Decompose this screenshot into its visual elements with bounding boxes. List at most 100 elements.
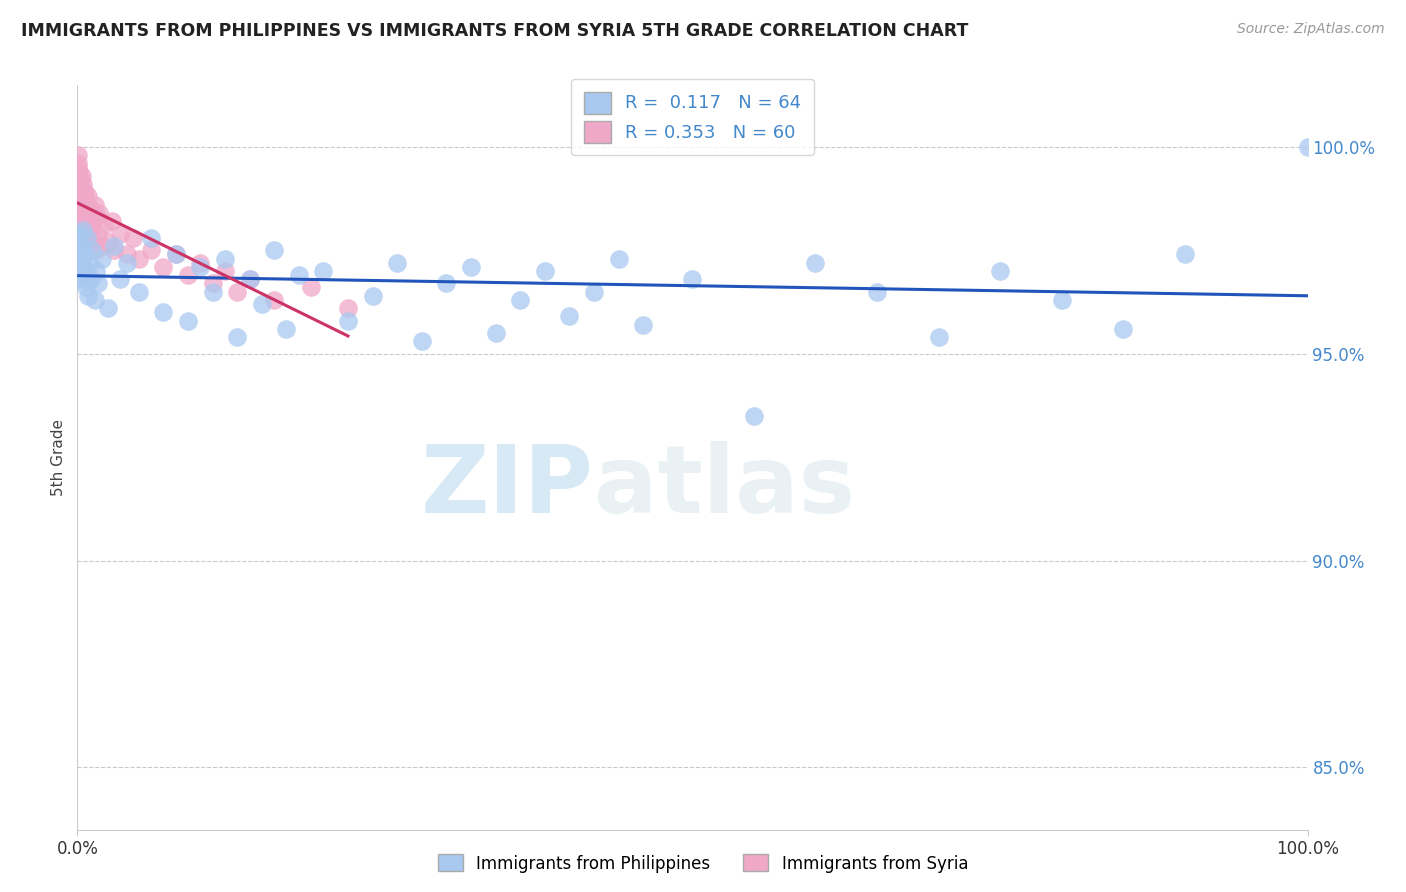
Point	[83, 293, 105, 307]
Point	[69, 173, 91, 187]
Point	[67, 231, 90, 245]
Point	[361, 289, 384, 303]
Point	[115, 247, 138, 261]
Legend: Immigrants from Philippines, Immigrants from Syria: Immigrants from Philippines, Immigrants …	[432, 847, 974, 880]
Point	[75, 219, 97, 233]
Point	[250, 297, 273, 311]
Point	[67, 181, 90, 195]
Point	[90, 252, 114, 266]
Point	[79, 255, 101, 269]
Point	[988, 264, 1011, 278]
Point	[70, 252, 93, 266]
Point	[67, 173, 90, 187]
Text: IMMIGRANTS FROM PHILIPPINES VS IMMIGRANTS FROM SYRIA 5TH GRADE CORRELATION CHART: IMMIGRANTS FROM PHILIPPINES VS IMMIGRANT…	[21, 22, 969, 40]
Point	[436, 277, 458, 291]
Point	[1050, 293, 1073, 307]
Point	[742, 409, 765, 423]
Point	[312, 264, 335, 278]
Point	[70, 169, 93, 183]
Point	[76, 231, 98, 245]
Point	[69, 255, 91, 269]
Point	[72, 222, 94, 236]
Point	[87, 227, 110, 241]
Point	[70, 239, 93, 253]
Point	[239, 272, 262, 286]
Point	[70, 272, 93, 286]
Point	[84, 264, 107, 278]
Point	[337, 301, 360, 316]
Point	[177, 268, 200, 282]
Point	[75, 264, 97, 278]
Point	[607, 252, 630, 266]
Point	[66, 148, 89, 162]
Point	[79, 222, 101, 236]
Text: Source: ZipAtlas.com: Source: ZipAtlas.com	[1237, 22, 1385, 37]
Point	[110, 272, 132, 286]
Point	[87, 277, 110, 291]
Point	[72, 202, 94, 216]
Point	[77, 227, 100, 241]
Legend: R =  0.117   N = 64, R = 0.353   N = 60: R = 0.117 N = 64, R = 0.353 N = 60	[571, 78, 814, 155]
Point	[77, 289, 100, 303]
Point	[103, 239, 125, 253]
Point	[103, 244, 125, 258]
Point	[928, 330, 950, 344]
Point	[66, 161, 89, 175]
Point	[97, 301, 120, 316]
Point	[72, 186, 94, 200]
Point	[76, 189, 98, 203]
Point	[90, 239, 114, 253]
Point	[82, 244, 104, 258]
Point	[177, 313, 200, 327]
Point	[75, 186, 97, 200]
Point	[1112, 322, 1135, 336]
Point	[263, 293, 285, 307]
Point	[67, 156, 90, 170]
Point	[73, 268, 96, 282]
Point	[97, 235, 120, 249]
Point	[165, 247, 187, 261]
Point	[73, 247, 96, 261]
Point	[263, 244, 285, 258]
Point	[288, 268, 311, 282]
Point	[141, 231, 163, 245]
Point	[214, 264, 236, 278]
Point	[152, 260, 174, 274]
Point	[69, 194, 91, 208]
Point	[67, 164, 90, 178]
Point	[67, 244, 90, 258]
Point	[141, 244, 163, 258]
Y-axis label: 5th Grade: 5th Grade	[51, 418, 66, 496]
Point	[152, 305, 174, 319]
Point	[82, 231, 104, 245]
Point	[76, 210, 98, 224]
Point	[165, 247, 187, 261]
Point	[1296, 140, 1319, 154]
Point	[70, 181, 93, 195]
Point	[84, 244, 107, 258]
Point	[214, 252, 236, 266]
Text: ZIP: ZIP	[422, 441, 595, 533]
Point	[866, 285, 889, 299]
Point	[80, 272, 103, 286]
Point	[682, 272, 704, 286]
Point	[83, 198, 105, 212]
Point	[110, 227, 132, 241]
Point	[70, 214, 93, 228]
Point	[72, 210, 94, 224]
Point	[67, 189, 90, 203]
Point	[509, 293, 531, 307]
Point	[86, 210, 108, 224]
Point	[337, 313, 360, 327]
Point	[201, 285, 224, 299]
Point	[633, 318, 655, 332]
Point	[69, 227, 91, 241]
Point	[73, 194, 96, 208]
Point	[239, 272, 262, 286]
Point	[583, 285, 606, 299]
Point	[77, 206, 100, 220]
Point	[115, 255, 138, 269]
Point	[70, 198, 93, 212]
Point	[89, 206, 111, 220]
Point	[558, 310, 581, 324]
